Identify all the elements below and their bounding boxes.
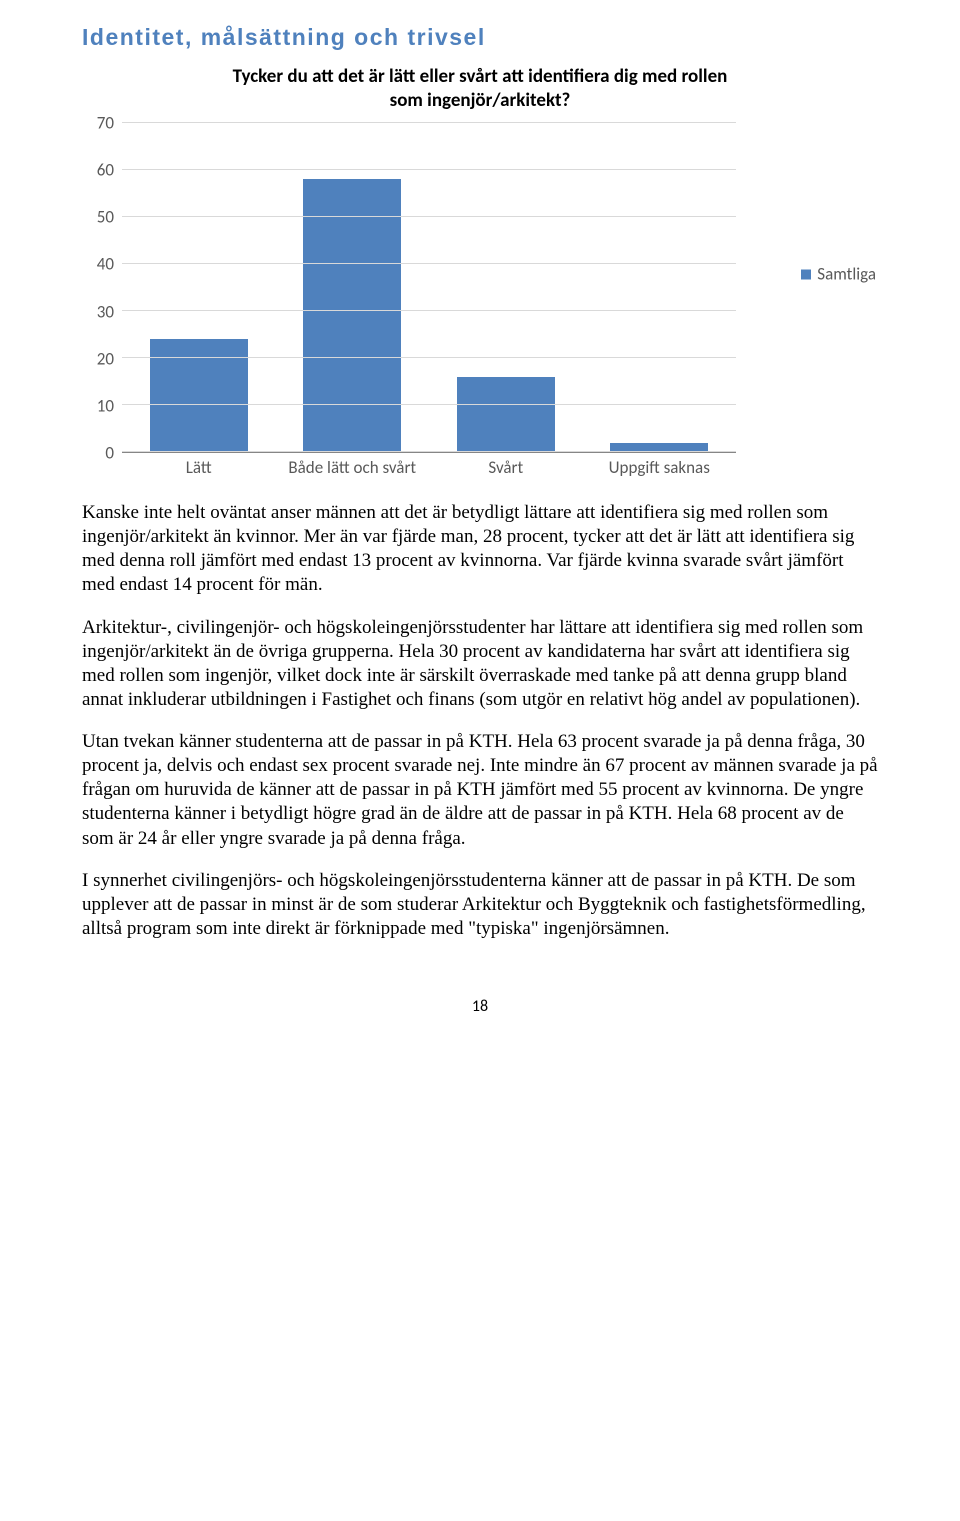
y-tick-label: 50 bbox=[97, 207, 114, 228]
x-tick-label: Lätt bbox=[122, 453, 276, 483]
paragraph: Arkitektur-, civilingenjör- och högskole… bbox=[82, 616, 878, 713]
y-tick-label: 30 bbox=[97, 301, 114, 322]
x-tick-label: Både lätt och svårt bbox=[276, 453, 430, 483]
legend-label: Samtliga bbox=[817, 264, 876, 285]
bar-slot bbox=[122, 123, 276, 452]
paragraph: Kanske inte helt oväntat anser männen at… bbox=[82, 501, 878, 598]
y-tick-label: 20 bbox=[97, 348, 114, 369]
grid-line bbox=[122, 169, 736, 170]
chart-legend: Samtliga bbox=[801, 264, 876, 285]
y-tick-label: 40 bbox=[97, 254, 114, 275]
paragraph: I synnerhet civilingenjörs- och högskole… bbox=[82, 869, 878, 941]
bar-slot bbox=[276, 123, 430, 452]
x-axis-labels: LättBåde lätt och svårtSvårtUppgift sakn… bbox=[122, 453, 736, 483]
y-tick-label: 60 bbox=[97, 160, 114, 181]
bar-slot bbox=[429, 123, 583, 452]
body-text: Kanske inte helt oväntat anser männen at… bbox=[82, 501, 878, 941]
y-tick-label: 0 bbox=[105, 443, 114, 464]
plot-area bbox=[122, 123, 736, 453]
grid-line bbox=[122, 263, 736, 264]
y-tick-label: 10 bbox=[97, 395, 114, 416]
grid-line bbox=[122, 404, 736, 405]
chart-title-line1: Tycker du att det är lätt eller svårt at… bbox=[233, 65, 728, 88]
grid-line bbox=[122, 357, 736, 358]
y-axis: 010203040506070 bbox=[84, 123, 118, 453]
grid-line bbox=[122, 310, 736, 311]
bar bbox=[303, 179, 401, 452]
y-tick-label: 70 bbox=[97, 113, 114, 134]
chart-title-line2: som ingenjör/arkitekt? bbox=[390, 89, 571, 112]
bar bbox=[457, 377, 555, 452]
chart-title: Tycker du att det är lätt eller svårt at… bbox=[84, 65, 876, 113]
bars-container bbox=[122, 123, 736, 452]
grid-line bbox=[122, 451, 736, 452]
x-tick-label: Uppgift saknas bbox=[583, 453, 737, 483]
legend-swatch bbox=[801, 269, 811, 279]
section-heading: Identitet, målsättning och trivsel bbox=[82, 24, 878, 51]
paragraph: Utan tvekan känner studenterna att de pa… bbox=[82, 730, 878, 851]
grid-line bbox=[122, 122, 736, 123]
bar-slot bbox=[583, 123, 737, 452]
x-tick-label: Svårt bbox=[429, 453, 583, 483]
grid-line bbox=[122, 216, 736, 217]
page-number: 18 bbox=[82, 997, 878, 1016]
bar-chart: Tycker du att det är lätt eller svårt at… bbox=[84, 65, 876, 483]
